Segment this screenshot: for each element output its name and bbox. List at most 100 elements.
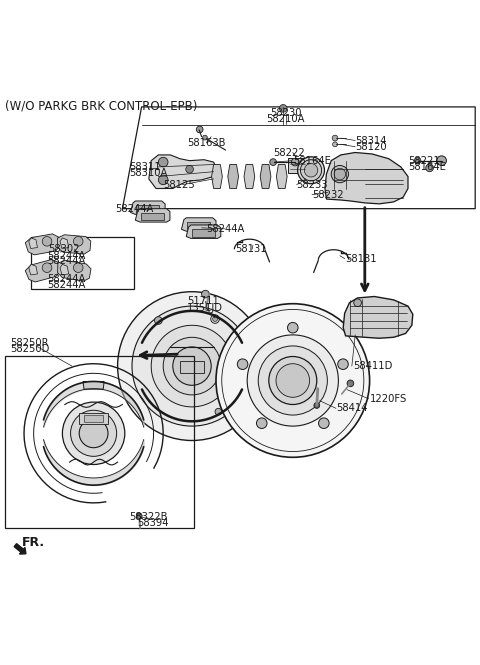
Text: 58414: 58414 xyxy=(336,404,368,414)
Bar xyxy=(79,413,108,424)
Circle shape xyxy=(331,166,348,183)
Circle shape xyxy=(213,317,217,321)
Text: 58125: 58125 xyxy=(163,180,195,190)
Polygon shape xyxy=(149,155,217,188)
Text: 58163B: 58163B xyxy=(187,138,226,148)
Text: 58120: 58120 xyxy=(355,142,387,152)
Circle shape xyxy=(270,159,276,166)
Circle shape xyxy=(288,323,298,333)
Polygon shape xyxy=(260,164,271,188)
Circle shape xyxy=(300,160,322,181)
Polygon shape xyxy=(192,229,215,237)
Polygon shape xyxy=(276,164,287,188)
Polygon shape xyxy=(141,213,164,220)
Bar xyxy=(288,158,307,173)
Polygon shape xyxy=(60,238,69,249)
Circle shape xyxy=(319,418,329,428)
Text: 58221: 58221 xyxy=(408,156,440,166)
Text: 58244A: 58244A xyxy=(47,251,85,261)
Polygon shape xyxy=(187,221,210,229)
Circle shape xyxy=(73,237,83,246)
Circle shape xyxy=(132,306,252,426)
Circle shape xyxy=(258,346,327,415)
Text: 58244A: 58244A xyxy=(47,279,85,289)
Text: 58302: 58302 xyxy=(48,245,80,255)
Circle shape xyxy=(334,168,346,180)
Circle shape xyxy=(186,166,193,173)
Circle shape xyxy=(151,325,233,407)
Polygon shape xyxy=(244,164,255,188)
Circle shape xyxy=(118,292,266,440)
Text: 1220FS: 1220FS xyxy=(370,394,407,404)
Circle shape xyxy=(298,157,324,184)
Polygon shape xyxy=(131,201,165,214)
Circle shape xyxy=(62,402,125,464)
Circle shape xyxy=(247,335,338,426)
Polygon shape xyxy=(181,217,216,231)
Text: 58210A: 58210A xyxy=(266,114,305,124)
Text: 58310A: 58310A xyxy=(130,168,168,178)
Circle shape xyxy=(314,402,320,408)
Text: 58131: 58131 xyxy=(346,253,377,263)
Bar xyxy=(84,415,103,422)
Circle shape xyxy=(203,135,207,140)
Circle shape xyxy=(237,359,248,370)
FancyArrow shape xyxy=(14,544,26,554)
Bar xyxy=(180,361,204,373)
Polygon shape xyxy=(186,225,221,239)
Text: 58411D: 58411D xyxy=(353,361,392,371)
Circle shape xyxy=(216,304,370,458)
Circle shape xyxy=(279,104,287,112)
Text: (W/O PARKG BRK CONTROL-EPB): (W/O PARKG BRK CONTROL-EPB) xyxy=(5,100,197,112)
Text: 58244A: 58244A xyxy=(206,224,245,234)
Circle shape xyxy=(73,263,83,273)
Text: 58233: 58233 xyxy=(297,180,328,190)
Polygon shape xyxy=(29,265,37,275)
Text: 58164E: 58164E xyxy=(408,162,446,172)
Text: 58322B: 58322B xyxy=(130,512,168,522)
Circle shape xyxy=(79,419,108,448)
Polygon shape xyxy=(25,259,60,282)
Circle shape xyxy=(347,380,354,387)
Circle shape xyxy=(136,513,142,519)
Text: 58250R: 58250R xyxy=(11,338,49,348)
Circle shape xyxy=(304,164,318,177)
Circle shape xyxy=(332,135,338,141)
Text: 58131: 58131 xyxy=(235,245,267,255)
Polygon shape xyxy=(325,152,408,204)
Bar xyxy=(5,356,194,528)
Polygon shape xyxy=(83,382,104,389)
Polygon shape xyxy=(29,238,37,249)
Circle shape xyxy=(269,356,317,404)
Text: 58311: 58311 xyxy=(130,162,161,172)
Circle shape xyxy=(173,347,211,385)
Polygon shape xyxy=(25,234,60,255)
Bar xyxy=(31,237,134,289)
Circle shape xyxy=(414,158,421,164)
Circle shape xyxy=(426,164,433,172)
Text: 58250D: 58250D xyxy=(11,344,50,354)
Circle shape xyxy=(338,359,348,370)
Text: 58244A: 58244A xyxy=(47,257,85,267)
Circle shape xyxy=(215,408,222,415)
Text: 58314: 58314 xyxy=(355,136,387,146)
Text: 58244A: 58244A xyxy=(47,274,85,284)
Text: 58394: 58394 xyxy=(137,518,168,528)
Text: 58244A: 58244A xyxy=(115,204,154,214)
Polygon shape xyxy=(58,260,91,281)
Circle shape xyxy=(291,158,299,166)
Circle shape xyxy=(276,364,310,397)
Polygon shape xyxy=(343,297,413,338)
Circle shape xyxy=(256,418,267,428)
Polygon shape xyxy=(57,235,91,254)
Circle shape xyxy=(333,142,337,147)
Circle shape xyxy=(71,410,117,456)
Circle shape xyxy=(42,237,52,246)
Polygon shape xyxy=(60,265,69,275)
Circle shape xyxy=(196,126,203,133)
Text: 58164E: 58164E xyxy=(293,156,331,166)
Circle shape xyxy=(42,263,52,273)
Circle shape xyxy=(158,158,168,167)
Text: 58222: 58222 xyxy=(274,148,305,158)
Polygon shape xyxy=(135,209,170,222)
